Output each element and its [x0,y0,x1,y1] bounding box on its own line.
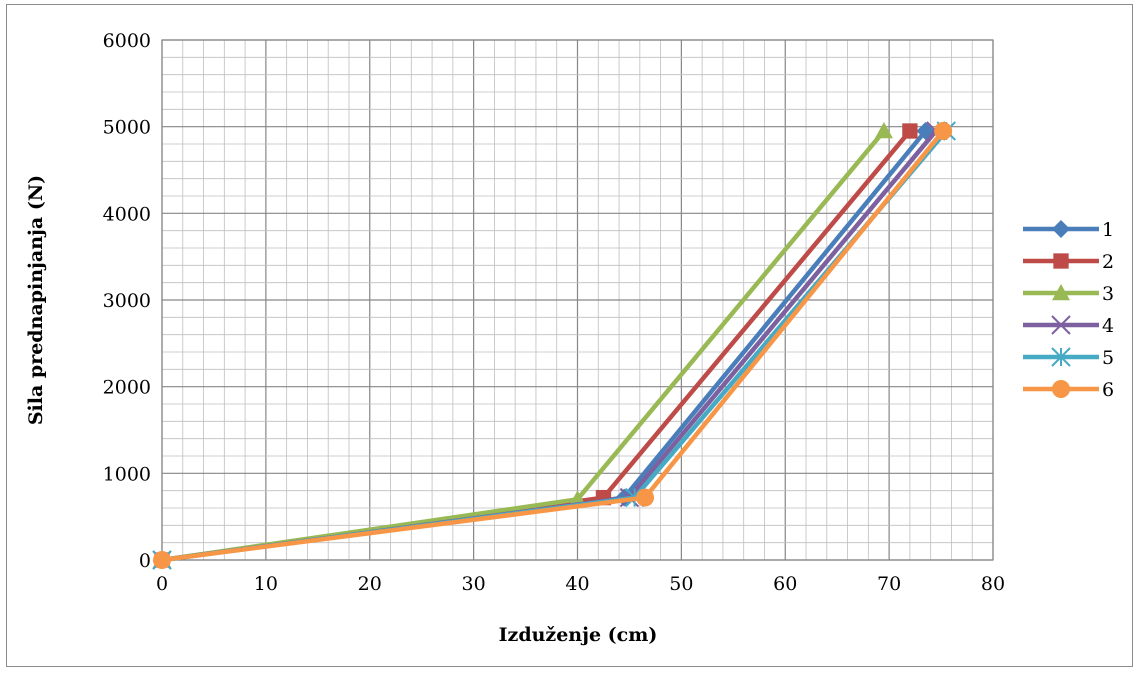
legend-entry: 2 [1023,251,1114,273]
x-tick-label: 40 [565,573,589,595]
y-tick-label: 3000 [103,290,151,312]
legend-label: 2 [1102,251,1114,273]
x-tick-label: 0 [156,573,168,595]
data-point [153,551,171,569]
x-tick-label: 10 [254,573,278,595]
y-axis-ticks: 0 1000 2000 3000 4000 5000 6000 [103,30,151,572]
legend-label: 1 [1102,219,1114,241]
grid [161,39,994,561]
legend-label: 5 [1102,347,1114,369]
series-3 [153,122,893,568]
legend-entry: 5 [1023,347,1114,369]
y-tick-label: 1000 [103,463,151,485]
legend-entry: 6 [1023,379,1114,401]
legend-entry: 1 [1023,219,1114,241]
x-axis-ticks: 0 10 20 30 40 50 60 70 80 [156,573,1005,595]
legend-label: 3 [1102,283,1114,305]
legend-marker [1051,315,1071,335]
legend-marker [1053,253,1069,269]
x-axis-title: Izduženje (cm) [499,624,658,646]
x-tick-label: 70 [877,573,901,595]
series-group [152,121,956,570]
x-tick-label: 20 [358,573,382,595]
data-point [636,488,655,507]
legend: 1 2 3 4 5 6 [1023,219,1114,401]
legend-marker [1052,220,1070,238]
series-line [161,129,928,563]
legend-entry: 3 [1023,283,1114,305]
legend-label: 4 [1102,315,1114,337]
y-tick-label: 2000 [103,377,151,399]
data-point [874,122,893,139]
legend-marker [1052,284,1070,301]
y-axis-title: Sila prednapinjanja (N) [25,175,47,425]
y-tick-label: 4000 [103,203,151,225]
x-tick-label: 80 [981,573,1005,595]
data-point [902,123,918,139]
series-line [161,129,945,563]
plot-area-border [161,39,994,561]
data-point [934,122,953,140]
series-1 [153,122,935,569]
series-line [161,129,886,563]
y-tick-label: 6000 [103,30,151,52]
y-tick-label: 5000 [103,117,151,139]
legend-marker [1052,380,1070,398]
series-6 [153,122,953,569]
x-tick-label: 60 [773,573,797,595]
legend-marker [1051,347,1071,367]
legend-label: 6 [1102,379,1114,401]
legend-entry: 4 [1023,315,1114,337]
x-tick-label: 30 [462,573,486,595]
y-tick-label: 0 [139,550,151,572]
series-line [161,129,938,563]
x-tick-label: 50 [669,573,693,595]
